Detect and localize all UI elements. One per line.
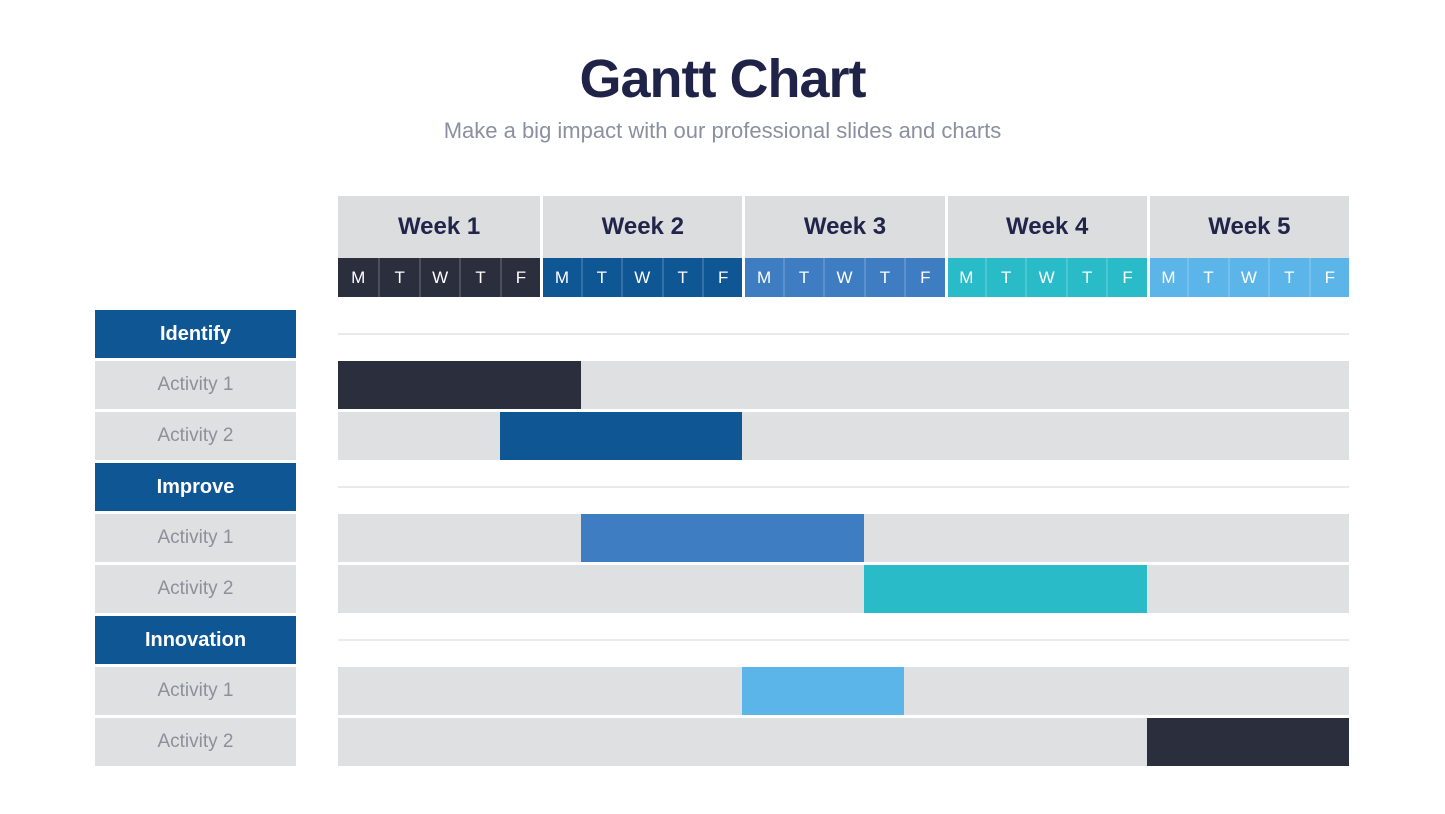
activity-track [338,412,1349,460]
week-header-cell: Week 1 [338,196,541,258]
activity-row-label: Activity 1 [95,361,296,409]
group-divider-row [338,463,1349,511]
day-label-cell: W [418,258,460,297]
day-label-cell: M [338,258,379,297]
group-divider-row [338,616,1349,664]
activity-row-label: Activity 2 [95,412,296,460]
gantt-bar [742,667,905,715]
gantt-bar [863,565,1147,613]
activity-track [338,667,1349,715]
day-label-cell: M [742,258,783,297]
day-label-cell: T [782,258,824,297]
group-header-identify: Identify [95,310,296,358]
day-label-cell: M [944,258,986,297]
activity-row-label: Activity 1 [95,667,296,715]
day-label-cell: F [499,258,541,297]
day-label-cell: T [1268,258,1309,297]
day-label-cell: F [904,258,945,297]
activity-label: Activity 2 [157,731,234,752]
page-title: Gantt Chart [579,49,867,109]
activity-track [338,361,1349,409]
divider-line [338,486,1349,488]
slide-header: Gantt Chart Make a big impact with our p… [0,48,1445,144]
divider-line [338,639,1349,641]
week-label: Week 5 [1208,213,1291,240]
activity-label: Activity 1 [157,680,234,701]
day-label-cell: T [985,258,1026,297]
activity-row-label: Activity 2 [95,718,296,766]
activity-track [338,565,1349,613]
day-label-cell: F [701,258,743,297]
gantt-bar [499,412,743,460]
day-label-cell: W [1227,258,1269,297]
day-label-cell: F [1308,258,1349,297]
group-header-label: Improve [156,475,235,498]
group-divider-row [338,310,1349,358]
day-label-cell: T [661,258,702,297]
activity-track [338,514,1349,562]
activity-label: Activity 2 [157,425,234,446]
day-label-cell: W [621,258,662,297]
day-label-cell: T [580,258,622,297]
week-label: Week 1 [397,213,481,240]
week-label: Week 2 [601,213,684,240]
gantt-bar [580,514,864,562]
day-label-cell: T [1187,258,1228,297]
day-label-cell: W [1025,258,1066,297]
day-label-cell: F [1106,258,1147,297]
day-label-cell: T [378,258,419,297]
day-label-cell: M [540,258,581,297]
week-label: Week 4 [1006,213,1089,240]
group-header-label: Identify [159,322,232,345]
week-header-cell: Week 4 [944,196,1147,258]
gantt-bar [1146,718,1349,766]
activity-track [338,718,1349,766]
activity-label: Activity 1 [157,527,234,548]
divider-line [338,333,1349,335]
day-label-cell: W [823,258,864,297]
day-label-cell: T [459,258,500,297]
activity-label: Activity 1 [157,374,234,395]
activity-row-label: Activity 2 [95,565,296,613]
day-label-cell: T [863,258,905,297]
day-label-cell: T [1065,258,1107,297]
day-label-cell: M [1146,258,1188,297]
week-label-row: Week 1 Week 2 Week 3 Week 4 Week 5 [338,196,1349,258]
activity-label: Activity 2 [157,578,234,599]
group-header-label: Innovation [144,628,247,651]
group-header-improve: Improve [95,463,296,511]
week-header-cell: Week 3 [742,196,945,258]
week-label: Week 3 [803,213,887,240]
gantt-bar [338,361,581,409]
activity-row-label: Activity 1 [95,514,296,562]
page-subtitle: Make a big impact with our professional … [443,118,1002,143]
week-header-cell: Week 5 [1146,196,1349,258]
group-header-innovation: Innovation [95,616,296,664]
week-header-cell: Week 2 [540,196,743,258]
